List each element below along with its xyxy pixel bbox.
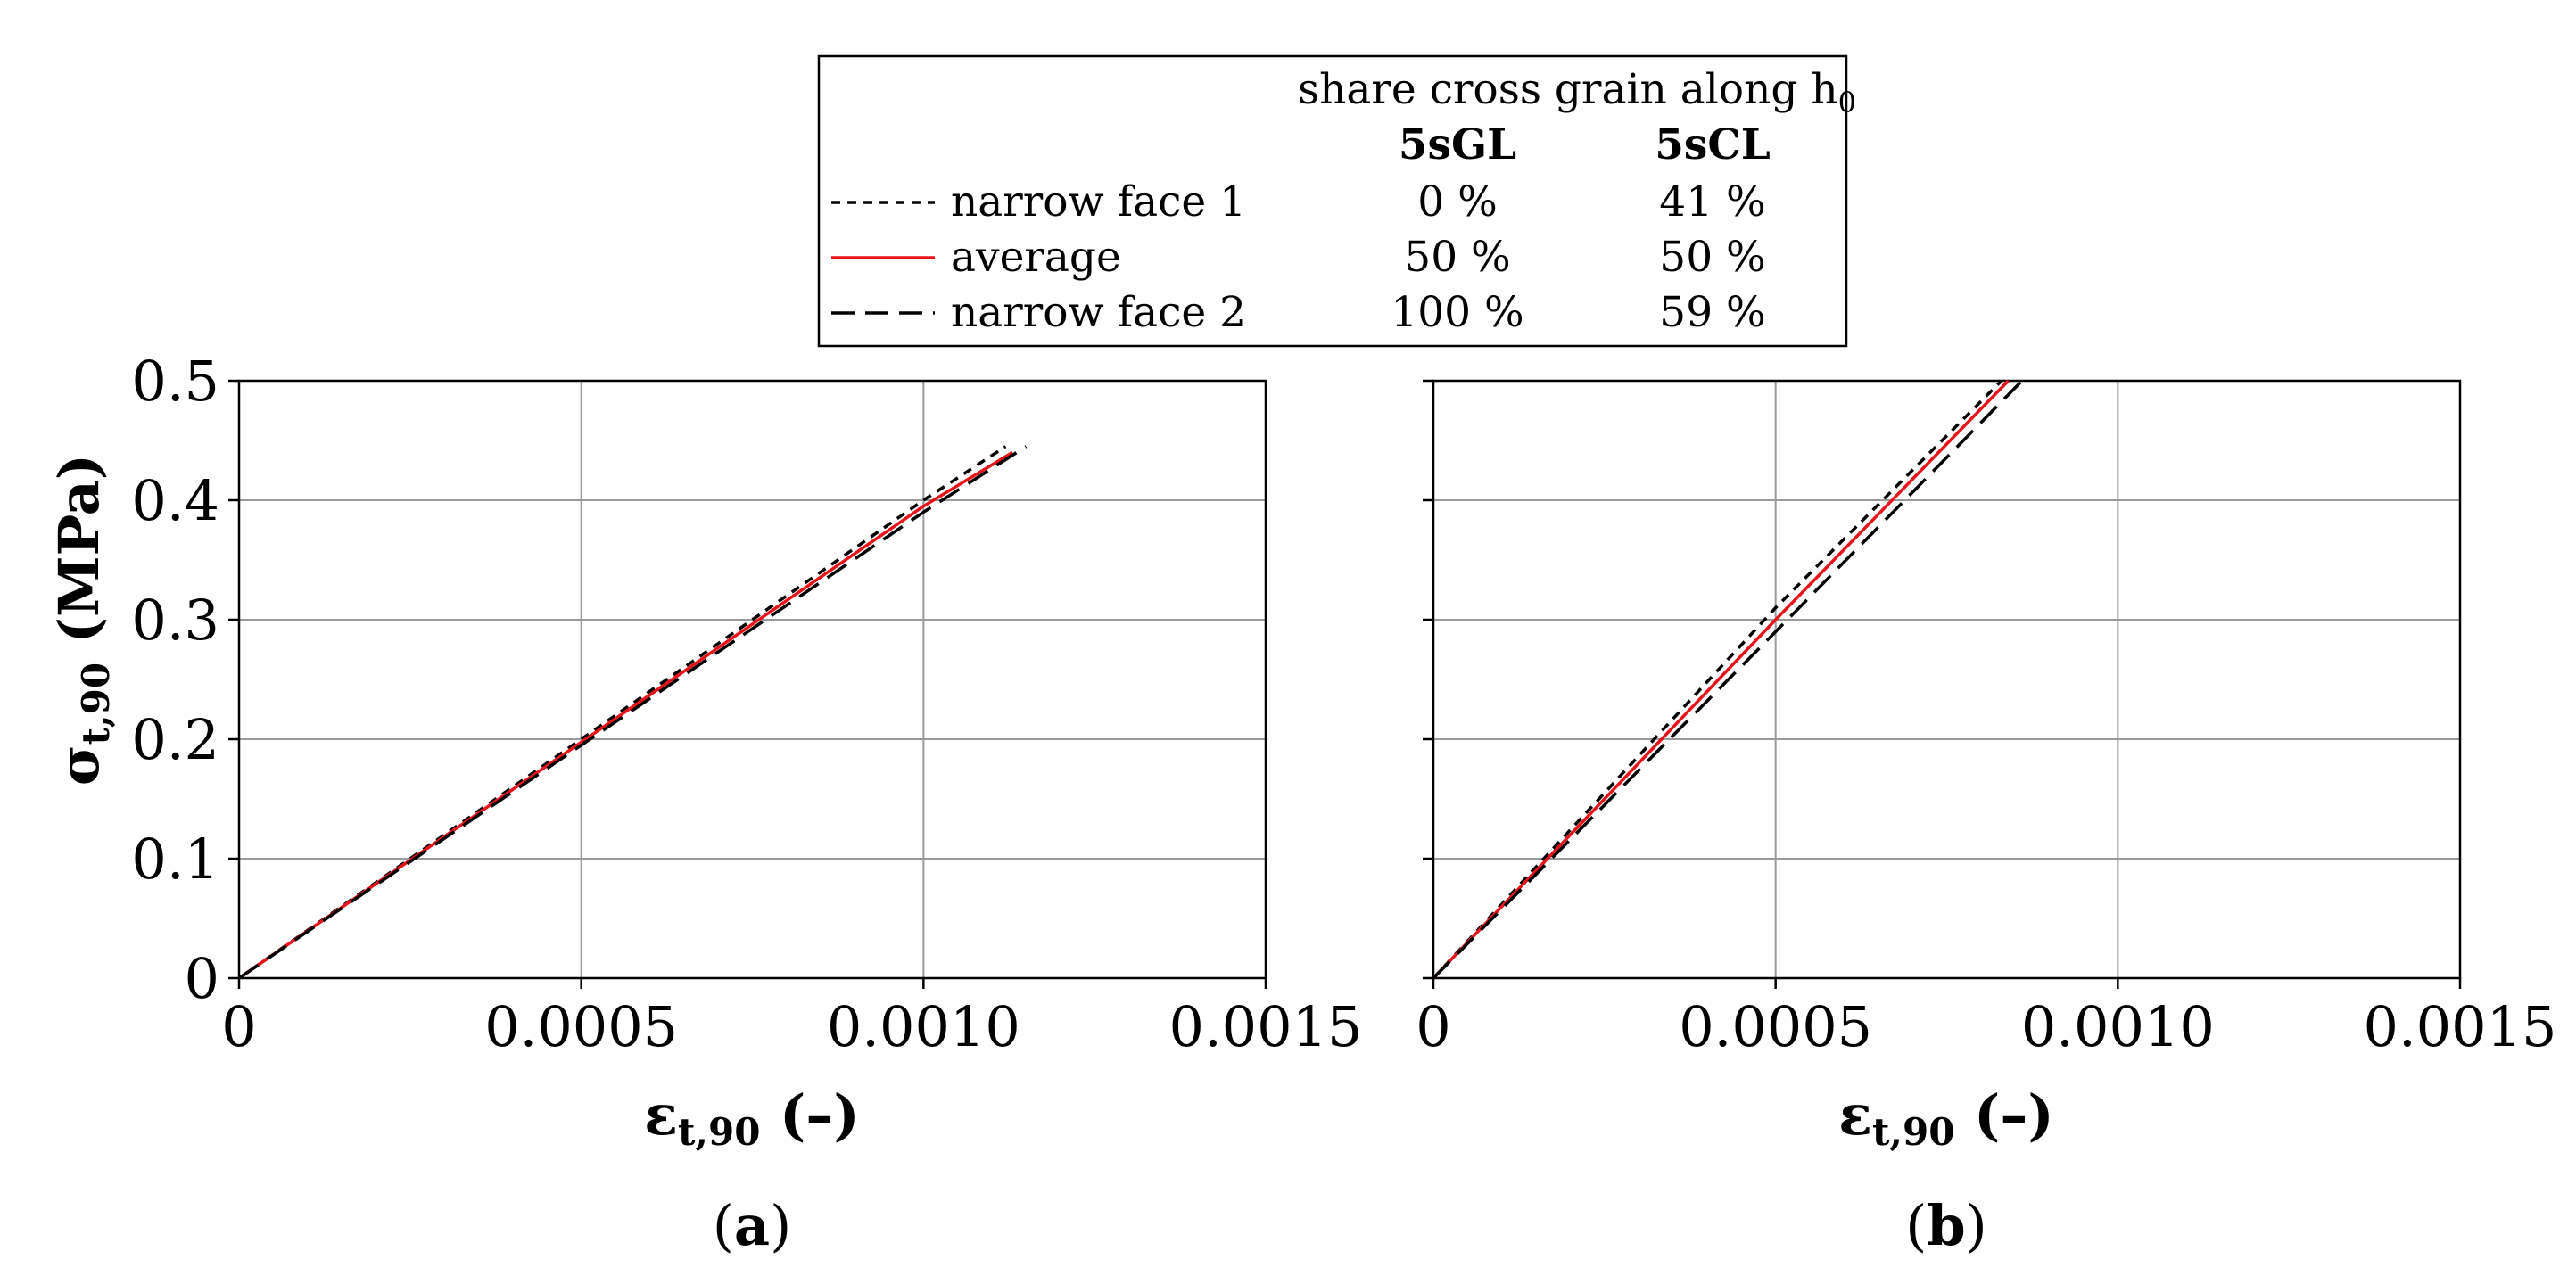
series-line-narrow-face-1 — [237, 445, 1007, 980]
x-tick-label: 0.0005 — [484, 994, 678, 1059]
legend-row-narrow-face-1: narrow face 1 0 % 41 % — [831, 177, 1766, 226]
y-axis-label: σt,90 (MPa) — [46, 454, 118, 786]
x-axis-label: εt,90 (–) — [1838, 1082, 2053, 1154]
legend: share cross grain along h0 5sGL 5sCL nar… — [817, 54, 1856, 348]
legend-header-sub: 0 — [1838, 86, 1856, 119]
series-line-average — [238, 450, 1014, 980]
y-ticks — [1423, 379, 1433, 980]
legend-row-value-5scl: 41 % — [1659, 177, 1765, 226]
x-axis-label-subscript: t,90 — [678, 1110, 760, 1154]
y-axis-label-subscript: t,90 — [74, 663, 118, 745]
legend-col1-header: 5sGL — [1399, 120, 1516, 169]
legend-row-value-5sgl: 100 % — [1391, 288, 1523, 337]
y-axis-label-unit: (MPa) — [46, 454, 111, 663]
panel-caption: (a) — [713, 1193, 792, 1258]
legend-frame — [817, 54, 1848, 348]
x-tick-label: 0.0015 — [2364, 994, 2557, 1059]
legend-row-label: average — [951, 233, 1121, 282]
x-axis-label-symbol: ε — [644, 1082, 678, 1148]
series-line-narrow-face-1 — [1432, 379, 2003, 980]
x-tick-label: 0.0015 — [1169, 994, 1363, 1059]
chart-panel-b: 0 0.0005 0.0010 0.0015 εt,90 (–) (b) — [1416, 379, 2556, 1258]
legend-row-value-5sgl: 50 % — [1404, 233, 1510, 282]
legend-row-value-5scl: 59 % — [1659, 288, 1765, 337]
legend-header: share cross grain along h0 — [1298, 65, 1856, 119]
x-tick-label: 0.0010 — [2021, 994, 2215, 1059]
chart-panel-a: 0 0.1 0.2 0.3 0.4 0.5 0 0.0005 0.0010 0.0015 εt,… — [131, 349, 1362, 1258]
x-axis-label-unit: (–) — [760, 1082, 859, 1148]
y-tick-label: 0.2 — [131, 707, 219, 772]
series-group — [237, 445, 1028, 980]
panel-letter: b — [1927, 1193, 1965, 1258]
y-tick-label: 0 — [185, 946, 219, 1011]
x-tick-label: 0.0010 — [827, 994, 1020, 1059]
x-axis-label: εt,90 (–) — [644, 1082, 859, 1154]
x-ticks: 0 0.0005 0.0010 0.0015 — [221, 978, 1362, 1059]
legend-row-narrow-face-2: narrow face 2 100 % 59 % — [831, 288, 1766, 337]
series-line-narrow-face-2 — [238, 445, 1028, 980]
gridlines — [239, 381, 1266, 978]
x-tick-label: 0 — [221, 994, 256, 1059]
legend-row-value-5sgl: 0 % — [1417, 177, 1498, 226]
panel-letter: a — [734, 1193, 770, 1258]
panel-caption: (b) — [1905, 1193, 1987, 1258]
x-ticks: 0 0.0005 0.0010 0.0015 — [1416, 978, 2556, 1059]
legend-row-label: narrow face 1 — [951, 177, 1246, 226]
series-line-narrow-face-2 — [1432, 379, 2024, 980]
x-tick-label: 0.0005 — [1679, 994, 1872, 1059]
plot-frame — [237, 379, 1267, 980]
y-tick-label: 0.1 — [131, 827, 219, 892]
legend-header-text: share cross grain along h — [1298, 65, 1838, 114]
legend-row-value-5scl: 50 % — [1659, 233, 1765, 282]
x-tick-label: 0 — [1416, 994, 1450, 1059]
y-tick-label: 0.3 — [131, 588, 219, 653]
legend-row-average: average 50 % 50 % — [831, 233, 1766, 282]
y-axis-label-symbol: σ — [46, 745, 111, 786]
x-axis-label-unit: (–) — [1954, 1082, 2053, 1148]
legend-col2-header: 5sCL — [1655, 120, 1771, 169]
series-group — [1432, 379, 2024, 980]
y-tick-label: 0.5 — [131, 349, 219, 414]
x-axis-label-symbol: ε — [1838, 1082, 1872, 1148]
plot-frame — [1432, 379, 2462, 980]
legend-row-label: narrow face 2 — [951, 288, 1246, 337]
x-axis-label-subscript: t,90 — [1872, 1110, 1954, 1154]
y-ticks: 0 0.1 0.2 0.3 0.4 0.5 — [131, 349, 239, 1011]
series-line-average — [1432, 379, 2010, 980]
y-tick-label: 0.4 — [131, 468, 219, 533]
gridlines — [1433, 381, 2460, 978]
